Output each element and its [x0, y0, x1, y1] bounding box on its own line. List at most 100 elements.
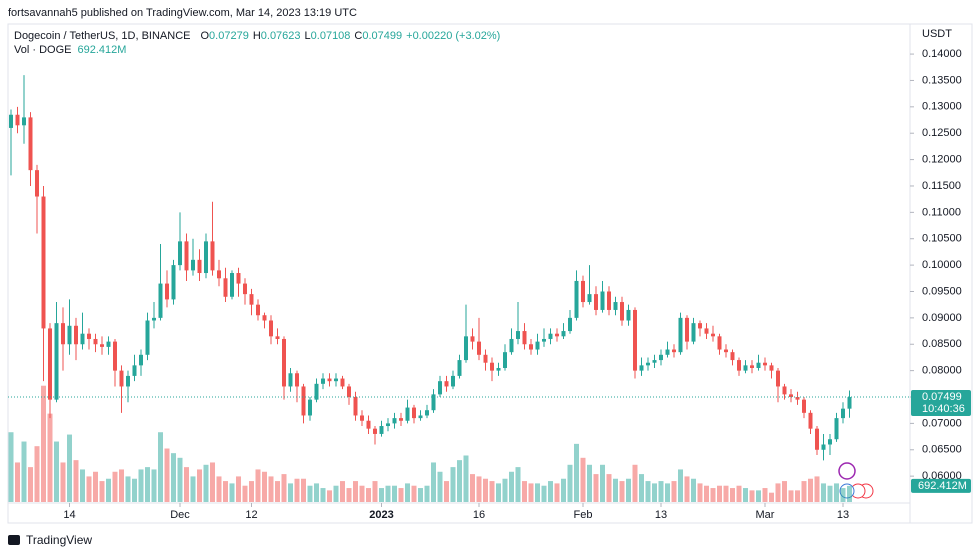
candle-body	[574, 280, 579, 318]
volume-bar	[398, 488, 404, 502]
volume-bar	[639, 474, 644, 502]
volume-bar	[385, 485, 391, 502]
volume-bar	[320, 488, 326, 502]
candle-body	[340, 378, 345, 387]
candle-body	[35, 170, 39, 197]
candle-body	[685, 317, 689, 342]
candle-body	[698, 323, 702, 329]
volume-bar	[41, 385, 46, 502]
volume-bar	[535, 483, 540, 502]
volume-bar	[671, 481, 677, 502]
volume-bar	[522, 481, 527, 502]
volume-bar	[561, 478, 566, 502]
y-tick-label: 0.09500	[922, 285, 962, 297]
volume-bar	[470, 474, 475, 502]
volume-bar	[684, 476, 690, 502]
candle-body	[535, 341, 540, 350]
volume-bar	[548, 481, 553, 502]
volume-bar	[697, 483, 703, 502]
candle-body	[607, 291, 611, 310]
candle-body	[522, 331, 527, 345]
change: +0.00220 (+3.02%)	[406, 30, 500, 42]
candle-body	[191, 259, 195, 271]
candle-body	[737, 360, 741, 371]
volume-bar	[834, 483, 839, 502]
candle-body	[594, 294, 598, 310]
candle-body	[67, 325, 72, 345]
plot	[8, 75, 852, 502]
volume-bar	[847, 485, 852, 502]
volume-bar	[710, 488, 716, 502]
volume-bar	[372, 481, 378, 502]
ohlc-value: 0.07279	[209, 30, 249, 42]
volume-bar	[28, 467, 33, 502]
candle-body	[386, 423, 390, 427]
volume-bar	[528, 483, 534, 502]
volume-bar	[346, 488, 352, 502]
candle-body	[509, 338, 514, 353]
volume-bar	[658, 481, 664, 502]
volume-bar	[190, 476, 196, 502]
volume-bar	[216, 476, 222, 502]
volume-bar	[730, 488, 735, 502]
volume-bar	[301, 478, 306, 502]
candle-body	[516, 331, 520, 339]
volume-bar	[600, 464, 605, 502]
candle-body	[314, 383, 319, 400]
volume-bar	[21, 441, 27, 502]
candle-body	[678, 317, 683, 353]
candle-body	[802, 399, 806, 413]
volume-bar	[262, 471, 267, 502]
volume-bar	[424, 485, 430, 502]
y-tick-label: 0.12500	[922, 127, 962, 139]
volume-bar	[268, 476, 274, 502]
volume-bar	[567, 464, 573, 502]
candle-body	[451, 375, 455, 387]
volume-bar	[164, 448, 170, 502]
volume-bar	[210, 462, 215, 502]
candle-body	[782, 386, 787, 395]
volume-bar	[340, 481, 345, 502]
candle-body	[184, 241, 189, 271]
candle-body	[613, 302, 618, 310]
candle-body	[477, 341, 481, 355]
volume-bar	[132, 478, 137, 502]
volume-bar	[788, 490, 794, 502]
candle-body	[158, 283, 163, 318]
volume-bar	[275, 481, 280, 502]
ohlc-value: 0.07623	[261, 30, 301, 42]
volume-bar	[717, 485, 722, 502]
candle-body	[41, 196, 46, 329]
volume-bar	[60, 462, 66, 502]
candle-body	[665, 349, 670, 355]
candle-body	[288, 373, 293, 387]
candle-body	[464, 336, 468, 361]
chart-frame	[7, 23, 973, 524]
candle-body	[282, 338, 286, 387]
volume-bar	[138, 469, 144, 502]
volume-bar	[353, 481, 358, 502]
candle-body	[425, 410, 429, 416]
candle-body	[808, 412, 813, 429]
volume-bar	[15, 462, 20, 502]
candle-body	[269, 320, 273, 337]
ohlc-value: 0.07108	[311, 30, 351, 42]
ohlc-key: O	[200, 30, 209, 42]
volume-bar	[541, 485, 547, 502]
volume-bar	[223, 481, 228, 502]
volume-bar	[476, 476, 482, 502]
volume-bar	[93, 471, 98, 502]
volume-bar	[613, 478, 618, 502]
volume-bar	[145, 467, 150, 502]
last-price-tag	[911, 390, 971, 417]
candle-body	[80, 333, 85, 345]
y-tick-label: 0.11500	[922, 180, 961, 192]
candle-body	[61, 323, 65, 345]
candle-body	[139, 354, 143, 366]
volume-bar	[249, 481, 254, 502]
volume-bar	[112, 471, 118, 502]
candle-body	[334, 378, 338, 382]
candle-body	[119, 370, 124, 387]
y-tick-label: 0.13500	[922, 74, 962, 86]
